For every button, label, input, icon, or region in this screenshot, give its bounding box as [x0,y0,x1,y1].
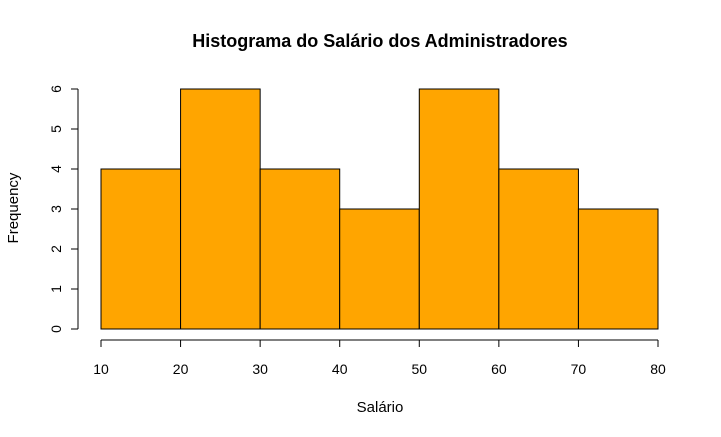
histogram-bar [259,168,341,330]
y-tick-label: 3 [48,205,64,213]
bars-group [100,88,659,330]
y-axis: 0 1 2 3 4 5 6 [48,85,79,333]
y-tick-label: 5 [48,125,64,133]
y-tick-label: 4 [48,165,64,173]
x-tick-label: 80 [650,361,666,377]
histogram-bar [180,88,261,330]
histogram-bar [100,168,182,330]
x-tick-label: 30 [252,361,268,377]
histogram-bar [418,88,500,330]
x-tick-label: 50 [411,361,427,377]
x-tick-label: 40 [332,361,348,377]
x-axis-label: Salário [357,399,404,416]
x-tick-label: 10 [93,361,109,377]
chart-title: Histograma do Salário dos Administradore… [192,31,567,51]
y-tick-label: 6 [48,85,64,93]
y-tick-label: 2 [48,245,64,253]
y-tick-label: 1 [48,285,64,293]
y-axis-label: Frequency [5,172,22,243]
y-tick-label: 0 [48,325,64,333]
histogram-bar [339,208,420,330]
x-tick-label: 70 [571,361,587,377]
x-tick-label: 20 [173,361,189,377]
histogram-bar [577,208,659,330]
x-axis: 10 20 30 40 50 60 70 80 [93,339,666,377]
x-tick-label: 60 [491,361,507,377]
histogram-bar [498,168,579,330]
